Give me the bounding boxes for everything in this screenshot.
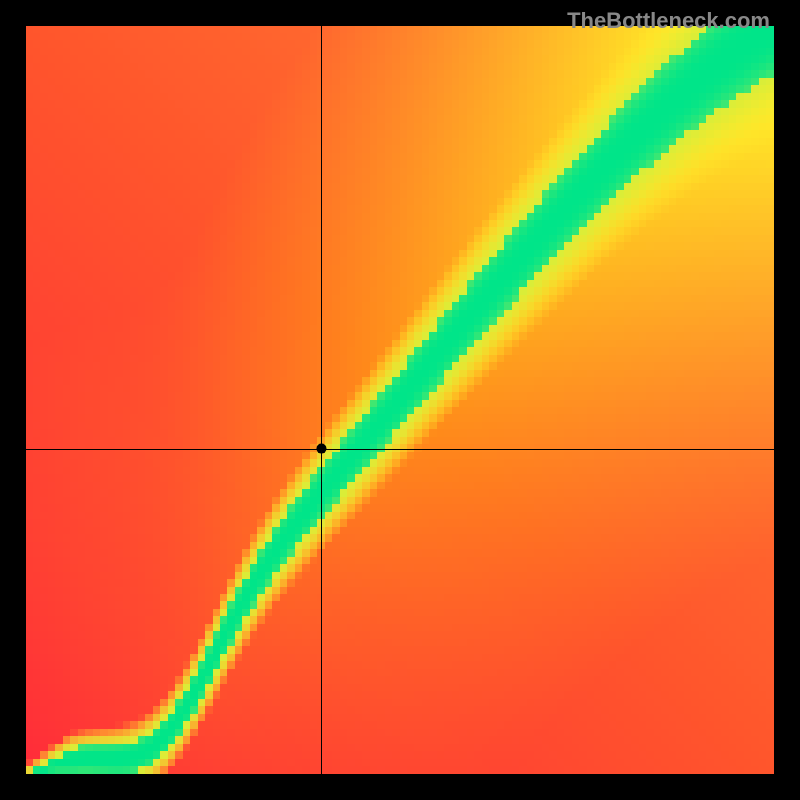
heatmap-canvas [26,26,774,774]
chart-container: TheBottleneck.com [0,0,800,800]
watermark-text: TheBottleneck.com [567,8,770,34]
plot-area [26,26,774,774]
